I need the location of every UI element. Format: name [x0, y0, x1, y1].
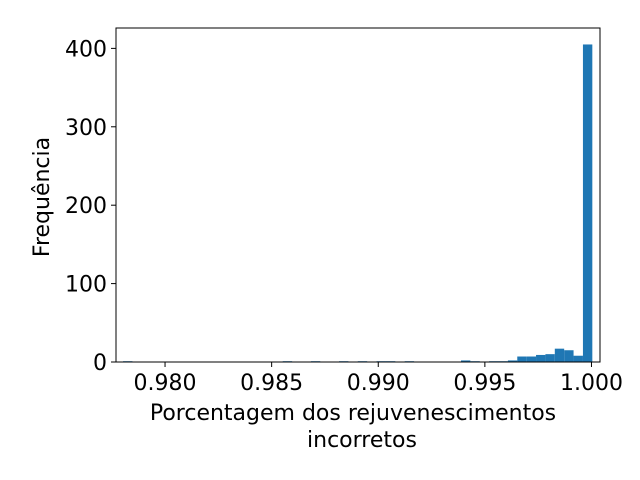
histogram-bar-16 [545, 354, 555, 362]
histogram-bar-15 [536, 354, 546, 362]
histogram-bar-13 [517, 356, 527, 362]
x-axis-ticks: 0.980 0.985 0.990 0.995 1.000 [134, 362, 623, 396]
y-tick-label-4: 400 [65, 37, 107, 62]
plot-frame [115, 27, 601, 363]
bars-group [123, 44, 593, 363]
histogram-bar-17 [554, 348, 565, 362]
y-tick-label-2: 200 [65, 194, 107, 219]
histogram-bar-14 [526, 356, 537, 362]
y-tick-label-3: 300 [65, 116, 107, 141]
histogram-bar-12 [507, 360, 518, 362]
y-tick-label-1: 100 [65, 273, 107, 298]
y-axis-ticks: 0 100 200 300 400 [65, 37, 116, 376]
x-axis-label-line-1: Porcentagem dos rejuvenescimentos [150, 401, 556, 426]
x-tick-label-2: 0.990 [347, 371, 410, 396]
histogram-bar-19 [573, 355, 583, 362]
x-tick-label-1: 0.985 [240, 371, 303, 396]
histogram-bar-20 [582, 44, 593, 363]
x-tick-label-4: 1.000 [560, 371, 623, 396]
histogram-bar-18 [564, 350, 574, 362]
x-axis-label-line-2: incorretos [307, 428, 417, 453]
x-tick-label-0: 0.980 [134, 371, 197, 396]
y-tick-label-0: 0 [93, 351, 107, 376]
histogram-bar-8 [460, 360, 471, 362]
x-tick-label-3: 0.995 [453, 371, 516, 396]
y-axis-label: Frequência [30, 137, 55, 257]
